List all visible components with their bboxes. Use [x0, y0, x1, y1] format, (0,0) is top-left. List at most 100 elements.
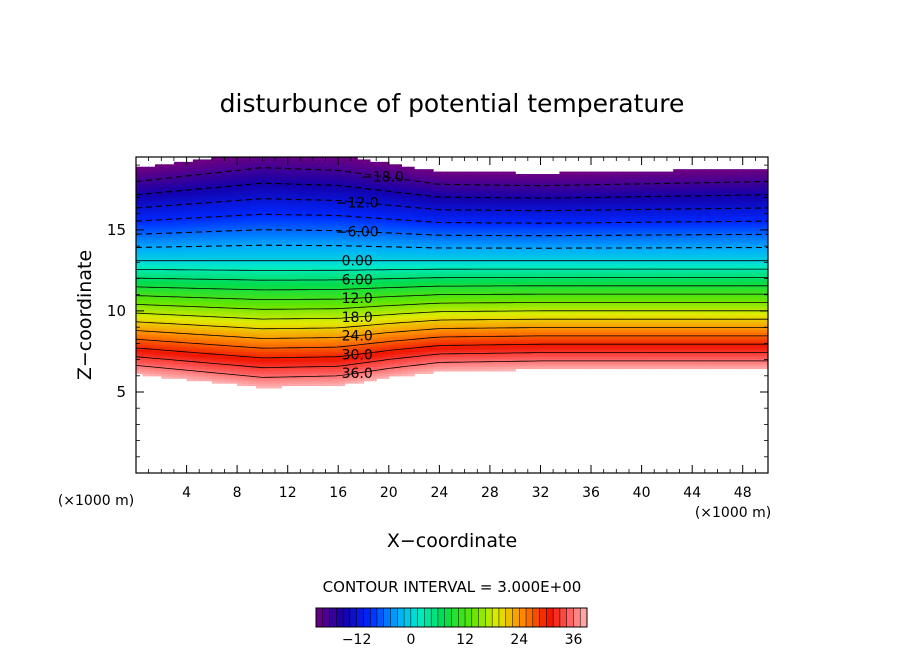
field-cell — [243, 254, 251, 258]
field-cell — [243, 319, 251, 323]
field-cell — [180, 227, 188, 231]
field-cell — [287, 324, 295, 328]
field-cell — [180, 183, 188, 187]
field-cell — [173, 212, 181, 216]
field-cell — [230, 176, 238, 180]
field-cell — [211, 327, 219, 331]
field-cell — [237, 176, 245, 180]
field-cell — [249, 375, 257, 379]
field-cell — [154, 295, 162, 299]
field-cell — [192, 278, 200, 282]
field-cell — [243, 239, 251, 243]
field-cell — [249, 380, 257, 384]
field-cell — [192, 366, 200, 370]
field-cell — [256, 195, 263, 199]
field-cell — [218, 188, 226, 192]
field-cell — [148, 283, 156, 287]
field-cell — [205, 353, 213, 357]
field-cell — [256, 186, 263, 190]
field-cell — [142, 273, 150, 277]
field-cell — [192, 188, 200, 192]
field-cell — [186, 368, 194, 372]
field-cell — [173, 229, 181, 233]
field-cell — [224, 329, 232, 333]
field-cell — [211, 161, 219, 165]
field-cell — [161, 176, 169, 180]
field-cell — [268, 332, 276, 336]
field-cell — [142, 341, 150, 345]
field-cell — [281, 215, 289, 219]
field-cell — [256, 285, 263, 289]
field-cell — [142, 373, 150, 377]
field-cell — [192, 166, 200, 170]
field-cell — [186, 290, 194, 294]
field-cell — [142, 266, 150, 270]
field-cell — [230, 332, 238, 336]
field-cell — [148, 174, 156, 178]
field-cell — [237, 263, 245, 267]
field-cell — [211, 276, 219, 280]
field-cell — [199, 164, 207, 168]
field-cell — [237, 358, 245, 362]
field-cell — [192, 310, 200, 314]
field-cell — [262, 329, 270, 333]
field-cell — [281, 161, 289, 165]
field-cell — [237, 271, 245, 275]
field-cell — [186, 198, 194, 202]
field-cell — [161, 174, 169, 178]
field-cell — [281, 237, 289, 241]
field-cell — [211, 246, 219, 250]
field-cell — [237, 242, 245, 246]
field-cell — [148, 346, 156, 350]
field-cell — [186, 283, 194, 287]
field-cell — [173, 319, 181, 323]
field-cell — [243, 351, 251, 355]
field-cell — [186, 176, 194, 180]
field-cell — [211, 186, 219, 190]
field-cell — [287, 217, 295, 221]
field-cell — [230, 203, 238, 207]
field-cell — [445, 171, 453, 175]
field-cell — [173, 178, 181, 182]
field-cell — [161, 229, 169, 233]
field-cell — [180, 361, 188, 365]
field-cell — [161, 234, 169, 238]
field-cell — [211, 300, 219, 304]
field-cell — [224, 161, 232, 165]
field-cell — [243, 358, 251, 362]
field-cell — [180, 210, 188, 214]
field-cell — [167, 329, 175, 333]
field-cell — [142, 310, 150, 314]
field-cell — [237, 164, 245, 168]
field-cell — [243, 159, 251, 163]
field-cell — [154, 193, 162, 197]
field-cell — [230, 368, 238, 372]
field-cell — [237, 307, 245, 311]
field-cell — [205, 276, 213, 280]
field-cell — [167, 169, 175, 173]
field-cell — [142, 349, 150, 353]
field-cell — [167, 225, 175, 229]
field-cell — [237, 174, 245, 178]
field-cell — [180, 171, 188, 175]
field-cell — [243, 200, 251, 204]
field-cell — [243, 174, 251, 178]
field-cell — [205, 234, 213, 238]
field-cell — [199, 210, 207, 214]
field-cell — [205, 242, 213, 246]
field-cell — [161, 300, 169, 304]
field-cell — [136, 200, 143, 204]
field-cell — [218, 174, 226, 178]
field-cell — [186, 193, 194, 197]
field-cell — [154, 315, 162, 319]
field-cell — [224, 232, 232, 236]
field-cell — [243, 227, 251, 231]
field-cell — [262, 195, 270, 199]
field-cell — [167, 283, 175, 287]
field-cell — [142, 171, 150, 175]
field-cell — [230, 324, 238, 328]
field-cell — [268, 341, 276, 345]
field-cell — [230, 266, 238, 270]
field-cell — [249, 273, 257, 277]
field-cell — [268, 171, 276, 175]
